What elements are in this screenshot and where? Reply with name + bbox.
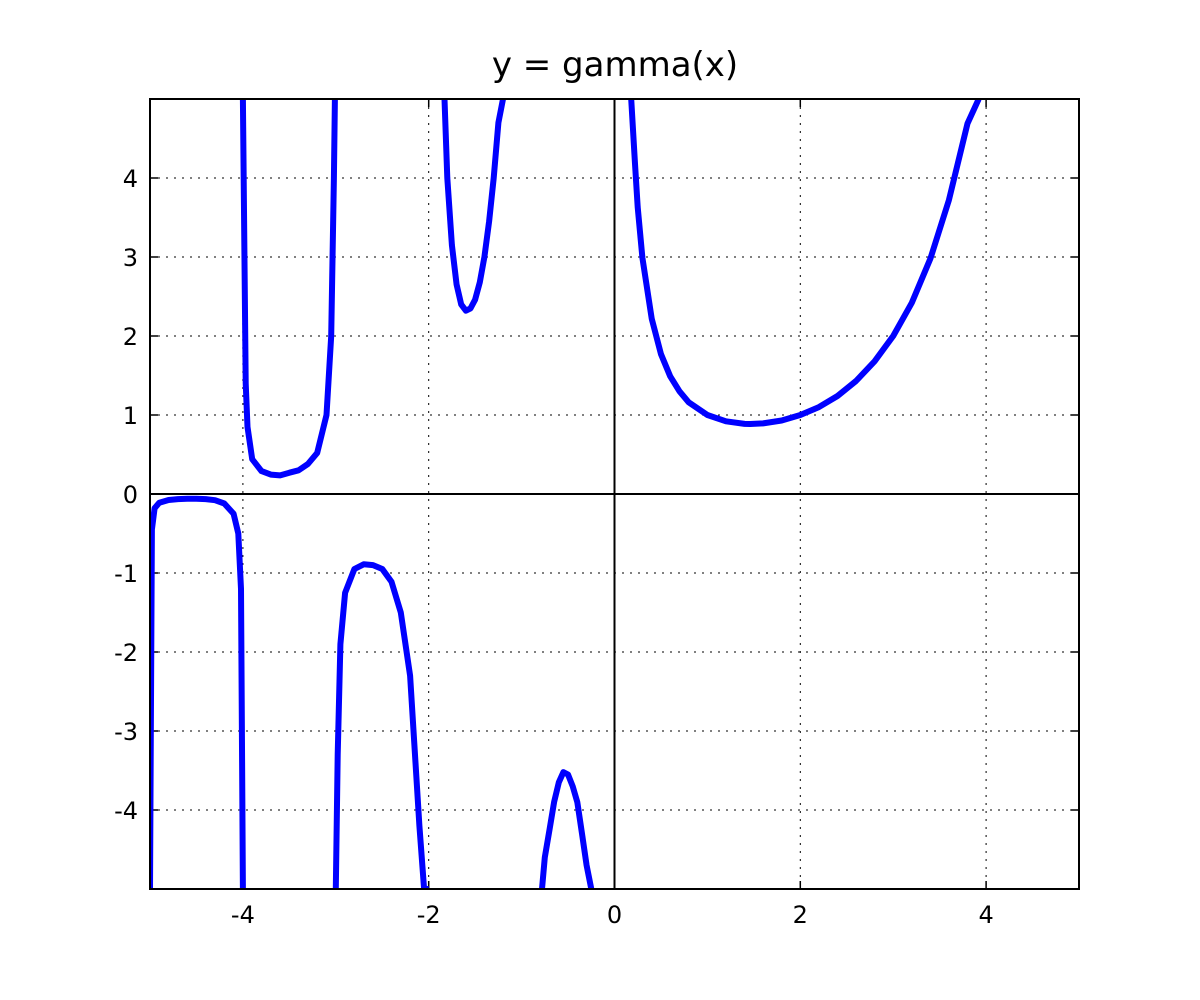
tick-labels: -4 -2 0 2 4 -4 -3 -2 -1 0 1 2 3 4 [114,165,994,929]
x-tick-label: 4 [978,901,993,929]
y-tick-label: -1 [114,560,138,588]
y-tick-label: 0 [123,481,138,509]
x-tick-label: -4 [231,901,255,929]
chart-title: y = gamma(x) [492,45,738,85]
gamma-curve-segment [441,99,506,314]
y-tick-label: 3 [123,244,138,272]
gamma-curve-segment [539,769,595,889]
gamma-curve-segment [628,99,982,427]
y-tick-label: -4 [114,797,138,825]
gamma-curve-segment [332,561,429,889]
y-tick-label: -2 [114,639,138,667]
y-tick-label: -3 [114,718,138,746]
y-tick-label: 2 [123,323,138,351]
gamma-curve-segment [150,495,246,889]
x-tick-label: -2 [417,901,441,929]
series-group [150,99,982,889]
x-tick-label: 0 [607,901,622,929]
x-tick-label: 2 [793,901,808,929]
y-tick-label: 4 [123,165,138,193]
gamma-curve-segment [239,99,338,479]
plot-frame [149,98,1080,890]
y-tick-label: 1 [123,402,138,430]
zero-axis-lines [150,99,1079,889]
